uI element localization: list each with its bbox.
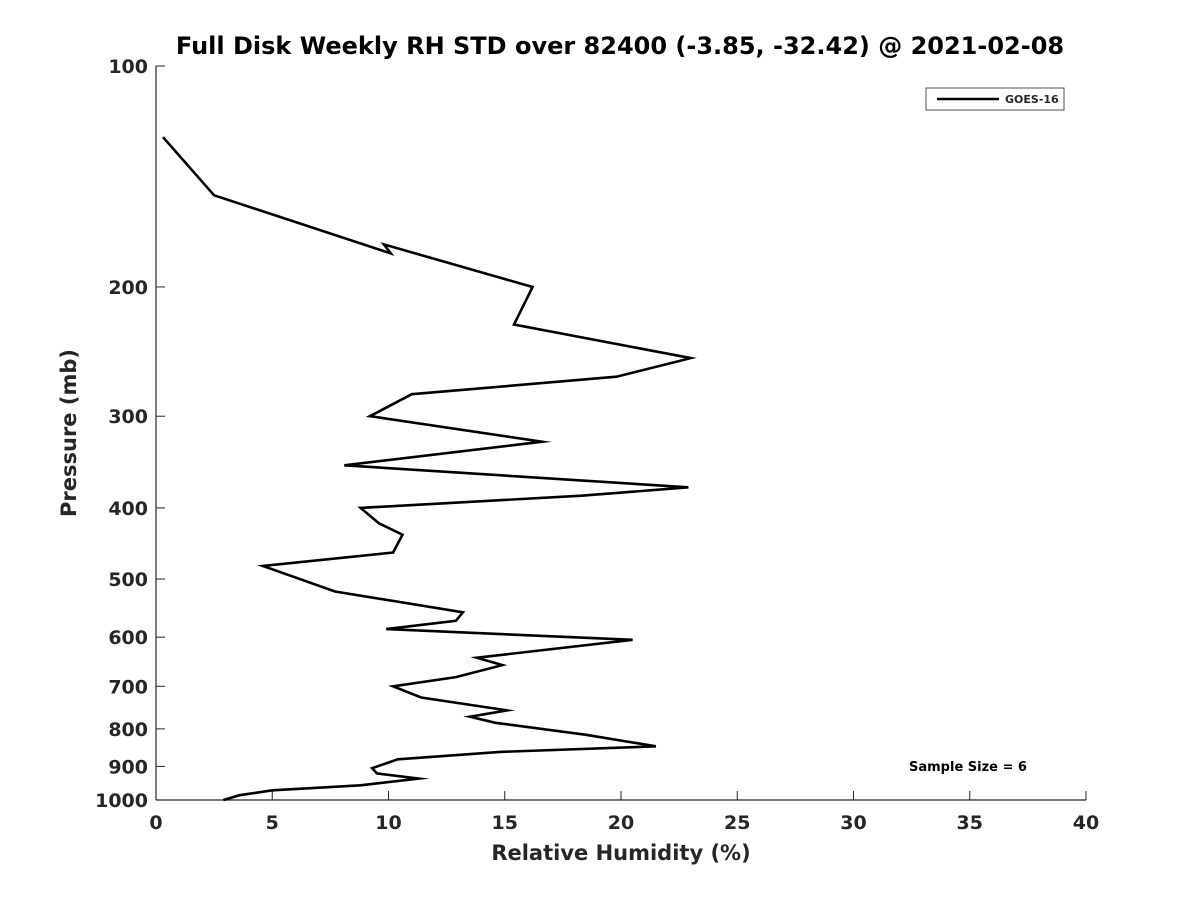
y-tick-label: 900 — [108, 756, 148, 778]
series-layer — [162, 136, 697, 802]
x-axis-label: Relative Humidity (%) — [491, 841, 750, 865]
x-tick-label: 25 — [724, 812, 750, 834]
y-axis-ticks: 100 200 300 400 500 600 700 800 900 1000 — [95, 56, 165, 812]
y-tick-label: 400 — [108, 498, 148, 520]
x-tick-label: 0 — [149, 812, 162, 834]
x-tick-label: 40 — [1073, 812, 1099, 834]
y-tick-label: 200 — [108, 277, 148, 299]
x-tick-label: 30 — [840, 812, 866, 834]
y-tick-label: 500 — [108, 569, 148, 591]
plot-area: 0 5 10 15 20 25 30 35 40 100 200 300 400 500 600 700 80… — [95, 56, 1099, 834]
legend: GOES-16 — [925, 87, 1065, 111]
chart-title: Full Disk Weekly RH STD over 82400 (-3.8… — [176, 32, 1064, 60]
x-tick-label: 5 — [266, 812, 279, 834]
x-tick-label: 10 — [375, 812, 401, 834]
y-tick-label: 300 — [108, 406, 148, 428]
y-tick-label: 100 — [108, 56, 148, 78]
legend-label-goes-16: GOES-16 — [1005, 93, 1059, 106]
y-axis-label: Pressure (mb) — [57, 349, 81, 517]
x-tick-label: 15 — [492, 812, 518, 834]
y-tick-label: 1000 — [95, 790, 148, 812]
y-tick-label: 800 — [108, 719, 148, 741]
x-tick-label: 35 — [957, 812, 983, 834]
y-tick-label: 700 — [108, 676, 148, 698]
x-tick-label: 20 — [608, 812, 634, 834]
series-line-goes-16 — [162, 136, 697, 802]
plot-background — [156, 66, 1086, 800]
x-axis-ticks: 0 5 10 15 20 25 30 35 40 — [149, 791, 1099, 834]
sample-size-annotation: Sample Size = 6 — [909, 760, 1027, 775]
y-tick-label: 600 — [108, 627, 148, 649]
